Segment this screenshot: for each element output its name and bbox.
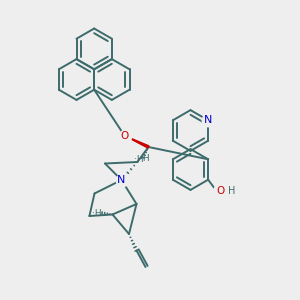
- Text: N: N: [204, 115, 212, 125]
- Text: ·H: ·H: [92, 208, 101, 217]
- Text: N: N: [117, 175, 126, 185]
- Text: ·H: ·H: [140, 154, 150, 163]
- Text: H: H: [229, 186, 236, 196]
- Text: ·H: ·H: [134, 154, 143, 164]
- Text: O: O: [120, 130, 129, 141]
- Text: O: O: [216, 186, 224, 196]
- Polygon shape: [124, 136, 149, 148]
